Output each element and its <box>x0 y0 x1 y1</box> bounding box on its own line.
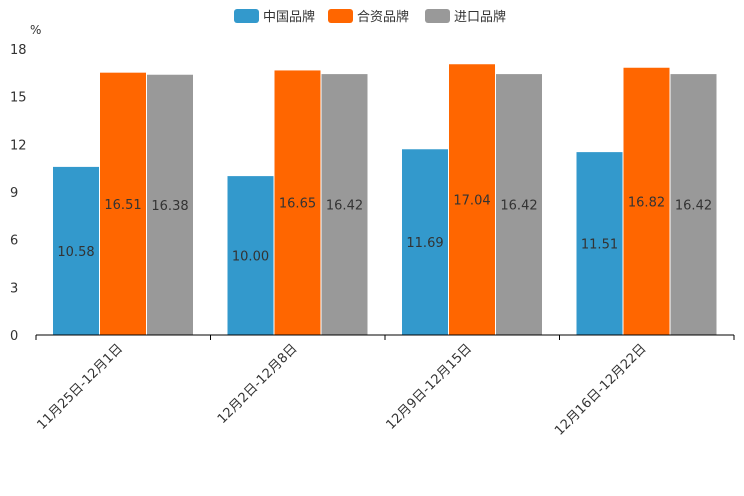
y-tick-label: 6 <box>10 234 18 249</box>
bar-series2-cat1[interactable] <box>321 74 368 336</box>
bar-value-label: 16.42 <box>500 199 537 214</box>
bar-value-label: 16.42 <box>675 199 712 214</box>
x-category-label: 11月25日-12月1日 <box>34 341 126 433</box>
bar-value-label: 10.00 <box>232 250 269 265</box>
bar-series2-cat0[interactable] <box>147 74 193 336</box>
bar-series1-cat0[interactable] <box>100 72 146 336</box>
bar-series0-cat1[interactable] <box>227 176 274 335</box>
legend-label-joint[interactable]: 合资品牌 <box>357 9 409 25</box>
bar-value-label: 11.69 <box>406 236 443 251</box>
bar-series1-cat1[interactable] <box>274 70 321 335</box>
bar-series2-cat3[interactable] <box>670 74 717 336</box>
y-axis: 0 3 6 9 12 15 18 <box>10 43 27 344</box>
bar-value-label: 16.38 <box>151 199 188 214</box>
y-tick-label: 3 <box>10 281 18 296</box>
x-category-label: 12月16日-12月22日 <box>552 341 649 438</box>
bar-series0-cat3[interactable] <box>576 152 623 335</box>
y-tick-label: 0 <box>10 329 18 344</box>
legend-swatch-china[interactable] <box>234 9 259 23</box>
y-tick-label: 15 <box>10 91 27 106</box>
bars <box>53 64 717 336</box>
y-tick-label: 12 <box>10 138 27 153</box>
y-tick-label: 9 <box>10 186 18 201</box>
legend-swatch-joint[interactable] <box>328 9 353 23</box>
bar-series1-cat2[interactable] <box>449 64 495 336</box>
bar-value-labels: 10.58 10.00 11.69 11.51 16.51 16.65 17.04 16.82… <box>57 194 712 265</box>
bar-value-label: 16.42 <box>326 199 363 214</box>
x-category-label: 12月2日-12月8日 <box>215 341 301 427</box>
legend-label-china[interactable]: 中国品牌 <box>263 9 315 25</box>
bar-series2-cat2[interactable] <box>496 74 542 336</box>
bar-value-label: 16.51 <box>104 198 141 213</box>
legend-swatch-import[interactable] <box>425 9 450 23</box>
bar-value-label: 10.58 <box>57 245 94 260</box>
bar-value-label: 16.82 <box>628 195 665 210</box>
bar-value-label: 17.04 <box>453 194 490 209</box>
y-tick-label: 18 <box>10 43 27 58</box>
bar-value-label: 11.51 <box>581 238 618 253</box>
legend: 中国品牌 合资品牌 进口品牌 <box>234 9 506 25</box>
bar-series0-cat2[interactable] <box>402 149 448 335</box>
x-axis-ticks <box>35 335 735 340</box>
bar-series1-cat3[interactable] <box>623 67 670 335</box>
legend-label-import[interactable]: 进口品牌 <box>454 9 506 25</box>
bar-value-label: 16.65 <box>279 197 316 212</box>
x-category-label: 12月9日-12月15日 <box>383 341 475 433</box>
bar-series0-cat0[interactable] <box>53 166 99 335</box>
x-axis-labels: 11月25日-12月1日 12月2日-12月8日 12月9日-12月15日 12月16… <box>34 341 649 438</box>
y-axis-unit: % <box>30 23 41 37</box>
